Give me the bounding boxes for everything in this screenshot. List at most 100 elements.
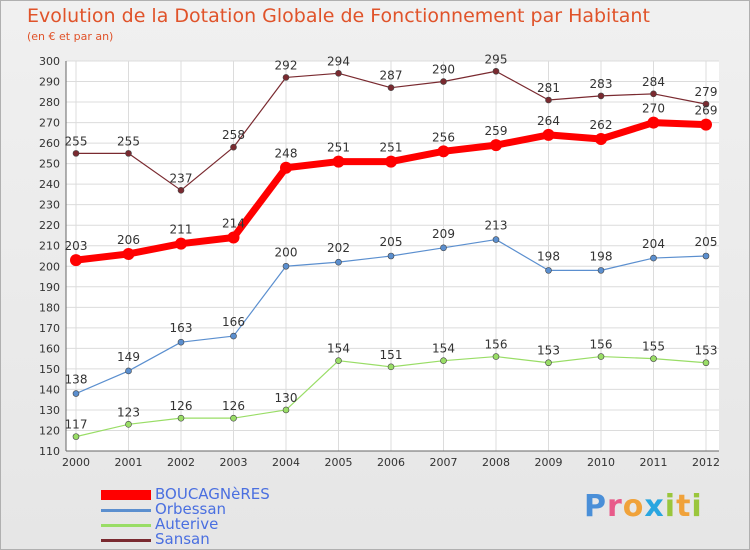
logo-letter: x <box>644 489 665 524</box>
data-point <box>335 70 342 77</box>
data-point <box>650 90 657 98</box>
data-point <box>177 338 185 346</box>
data-point <box>492 67 500 75</box>
data-label: 163 <box>170 321 193 335</box>
data-label: 154 <box>432 342 455 356</box>
data-label: 281 <box>537 81 560 95</box>
data-label: 292 <box>275 58 298 72</box>
data-label: 237 <box>170 171 193 185</box>
data-point <box>227 231 240 244</box>
data-point <box>282 262 290 270</box>
data-label: 154 <box>327 342 350 356</box>
x-tick-label: 2007 <box>430 456 458 469</box>
logo-letter: t <box>676 489 692 524</box>
data-label: 258 <box>222 128 245 142</box>
data-point <box>230 143 237 151</box>
data-label: 211 <box>170 223 193 237</box>
data-label: 206 <box>117 233 140 247</box>
data-point <box>177 414 185 422</box>
data-label: 138 <box>65 373 88 387</box>
x-tick-label: 2004 <box>272 456 300 469</box>
x-tick-label: 2001 <box>115 456 143 469</box>
data-label: 213 <box>485 219 508 233</box>
data-label: 256 <box>432 130 455 144</box>
data-point <box>440 357 447 364</box>
y-tick-label: 230 <box>39 199 60 212</box>
logo-letter: r <box>607 489 623 524</box>
x-tick-label: 2000 <box>62 456 90 469</box>
data-point <box>440 78 447 85</box>
data-point <box>122 247 135 260</box>
logo-letter: i <box>691 489 703 524</box>
data-point <box>597 267 605 274</box>
data-label: 295 <box>485 52 508 66</box>
data-label: 126 <box>222 399 245 413</box>
x-tick-label: 2008 <box>482 456 510 469</box>
data-label: 248 <box>275 147 298 161</box>
data-point <box>595 133 607 145</box>
data-label: 130 <box>275 391 298 405</box>
data-label: 255 <box>65 134 88 148</box>
data-point <box>545 96 552 104</box>
data-point <box>542 128 555 141</box>
chart-title: Evolution de la Dotation Globale de Fonc… <box>27 5 650 27</box>
data-label: 156 <box>485 338 508 352</box>
data-label: 255 <box>117 134 140 148</box>
proxiti-logo: Proxiti <box>584 489 703 524</box>
x-tick-label: 2002 <box>167 456 195 469</box>
x-tick-label: 2011 <box>640 456 668 469</box>
data-point <box>230 414 237 422</box>
data-label: 198 <box>590 249 613 263</box>
y-tick-label: 280 <box>39 96 60 109</box>
x-tick-label: 2003 <box>220 456 248 469</box>
y-tick-label: 210 <box>39 240 60 253</box>
y-tick-label: 140 <box>39 383 60 396</box>
data-point <box>702 359 710 367</box>
data-label: 202 <box>327 241 350 255</box>
data-label: 269 <box>695 104 718 118</box>
y-tick-label: 150 <box>39 363 60 376</box>
data-point <box>702 100 710 108</box>
data-label: 251 <box>327 141 350 155</box>
legend-label: Auterive <box>155 515 219 533</box>
data-label: 205 <box>695 235 718 249</box>
data-point <box>490 139 502 152</box>
data-label: 270 <box>642 102 665 116</box>
data-point <box>72 433 80 440</box>
data-label: 204 <box>642 237 665 251</box>
legend-swatch <box>101 538 151 542</box>
data-point <box>335 357 342 364</box>
y-tick-label: 130 <box>39 404 60 417</box>
logo-letter: o <box>622 489 645 524</box>
x-tick-label: 2012 <box>692 456 720 469</box>
data-label: 262 <box>590 118 613 132</box>
legend-label: Orbessan <box>155 500 227 518</box>
y-tick-label: 180 <box>39 301 60 314</box>
data-point <box>702 252 710 260</box>
data-point <box>492 236 500 243</box>
logo-letter: P <box>584 489 607 524</box>
legend-swatch <box>101 523 151 527</box>
data-label: 290 <box>432 63 455 77</box>
y-tick-label: 200 <box>39 260 60 273</box>
data-label: 294 <box>327 54 350 68</box>
data-label: 279 <box>695 85 718 99</box>
x-tick-label: 2009 <box>535 456 563 469</box>
data-point <box>230 332 237 340</box>
data-label: 155 <box>642 340 665 354</box>
data-point <box>175 237 187 250</box>
data-point <box>437 145 450 158</box>
data-label: 287 <box>380 69 403 83</box>
y-tick-label: 290 <box>39 76 60 89</box>
data-point <box>545 267 552 274</box>
data-point <box>125 367 132 375</box>
data-label: 166 <box>222 315 245 329</box>
data-label: 117 <box>65 418 88 432</box>
data-label: 156 <box>590 338 613 352</box>
y-tick-label: 220 <box>39 219 60 232</box>
data-point <box>335 258 342 266</box>
data-label: 126 <box>170 399 193 413</box>
data-point <box>332 155 345 168</box>
